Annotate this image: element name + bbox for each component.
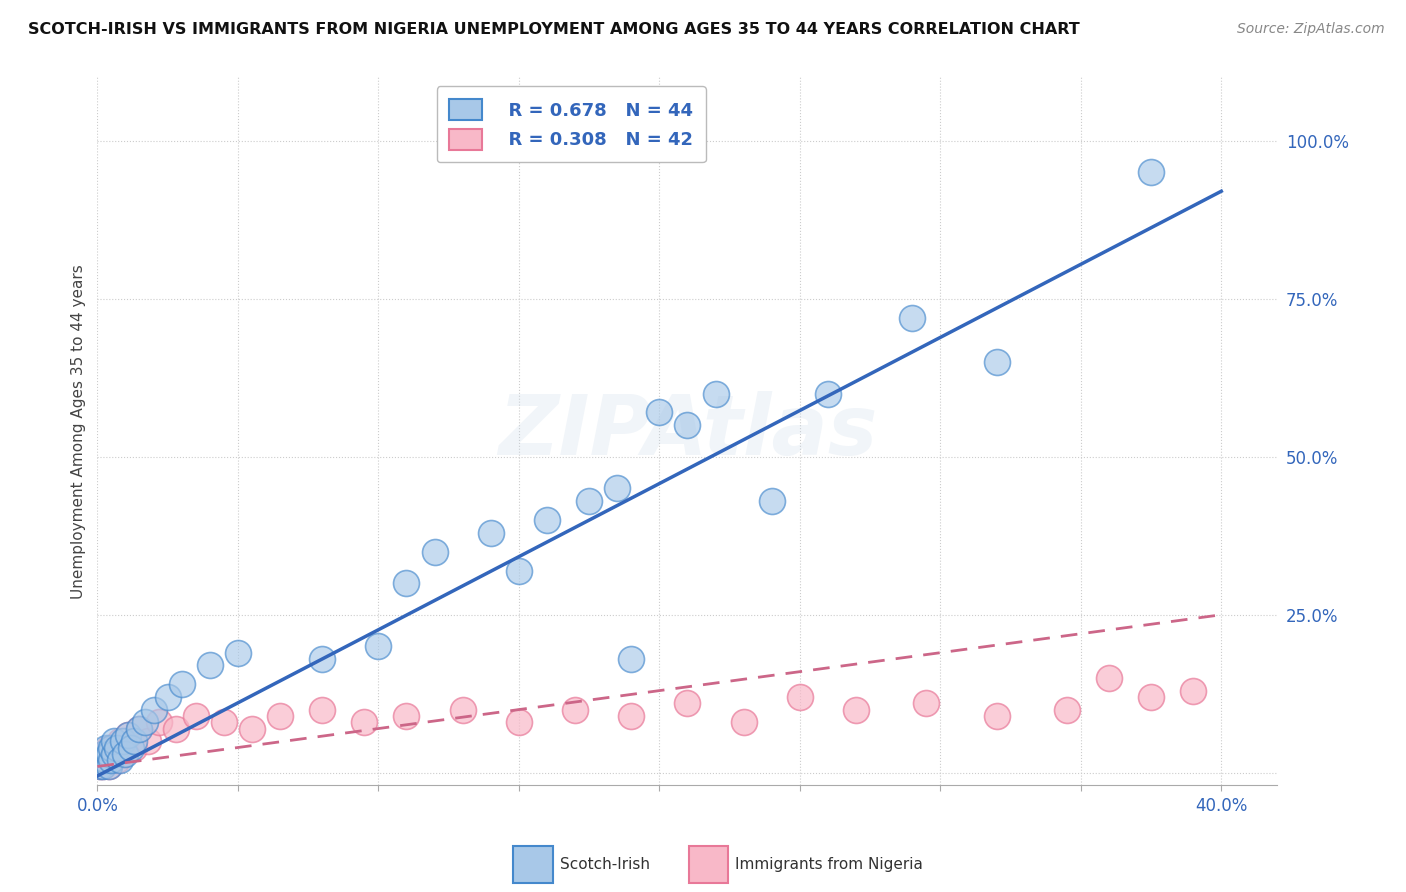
Point — [226, 646, 249, 660]
Point — [508, 715, 530, 730]
Point — [108, 753, 131, 767]
Point — [508, 564, 530, 578]
Point — [606, 481, 628, 495]
Point — [89, 753, 111, 767]
Point — [148, 715, 170, 730]
Point — [97, 759, 120, 773]
Point — [353, 715, 375, 730]
Point — [479, 525, 502, 540]
Point — [1140, 690, 1163, 704]
Point — [120, 740, 142, 755]
Point — [114, 747, 136, 761]
Point — [122, 734, 145, 748]
Point — [240, 722, 263, 736]
Point — [901, 310, 924, 325]
Point — [108, 734, 131, 748]
Point — [704, 386, 727, 401]
Point — [134, 715, 156, 730]
Point — [170, 677, 193, 691]
Legend:   R = 0.678   N = 44,   R = 0.308   N = 42: R = 0.678 N = 44, R = 0.308 N = 42 — [437, 87, 706, 162]
Point — [564, 703, 586, 717]
Text: Scotch-Irish: Scotch-Irish — [560, 857, 650, 871]
Text: ZIPAtlas: ZIPAtlas — [498, 391, 877, 472]
Point — [114, 740, 136, 755]
Point — [103, 740, 125, 755]
Point — [111, 734, 134, 748]
Point — [91, 747, 114, 761]
Point — [845, 703, 868, 717]
Point — [105, 753, 128, 767]
Point — [423, 544, 446, 558]
Point — [97, 747, 120, 761]
Point — [89, 753, 111, 767]
Text: SCOTCH-IRISH VS IMMIGRANTS FROM NIGERIA UNEMPLOYMENT AMONG AGES 35 TO 44 YEARS C: SCOTCH-IRISH VS IMMIGRANTS FROM NIGERIA … — [28, 22, 1080, 37]
Point — [311, 652, 333, 666]
Point — [97, 740, 120, 755]
Point — [111, 747, 134, 761]
Point — [986, 355, 1008, 369]
Point — [91, 759, 114, 773]
Point — [367, 640, 389, 654]
Point — [648, 405, 671, 419]
Point — [128, 722, 150, 736]
Point — [451, 703, 474, 717]
Point — [136, 734, 159, 748]
Point — [789, 690, 811, 704]
Text: Immigrants from Nigeria: Immigrants from Nigeria — [735, 857, 924, 871]
Point — [761, 494, 783, 508]
Point — [395, 576, 418, 591]
Point — [105, 740, 128, 755]
Point — [184, 709, 207, 723]
Point — [94, 740, 117, 755]
Point — [620, 652, 643, 666]
Point — [94, 747, 117, 761]
Point — [103, 747, 125, 761]
Point — [97, 759, 120, 773]
Point — [395, 709, 418, 723]
Point — [100, 747, 122, 761]
Point — [94, 753, 117, 767]
Point — [100, 753, 122, 767]
Point — [94, 753, 117, 767]
Point — [986, 709, 1008, 723]
Y-axis label: Unemployment Among Ages 35 to 44 years: Unemployment Among Ages 35 to 44 years — [72, 264, 86, 599]
Point — [165, 722, 187, 736]
Point — [269, 709, 291, 723]
Point — [91, 759, 114, 773]
Point — [100, 740, 122, 755]
Point — [89, 759, 111, 773]
Point — [100, 753, 122, 767]
Point — [156, 690, 179, 704]
Point — [142, 703, 165, 717]
Point — [676, 418, 699, 433]
Point — [89, 759, 111, 773]
Point — [733, 715, 755, 730]
Point — [915, 696, 938, 710]
Point — [578, 494, 600, 508]
Point — [91, 747, 114, 761]
Point — [311, 703, 333, 717]
Point — [817, 386, 839, 401]
Point — [676, 696, 699, 710]
Point — [620, 709, 643, 723]
Point — [128, 722, 150, 736]
Point — [212, 715, 235, 730]
Point — [1140, 165, 1163, 179]
Point — [117, 728, 139, 742]
Point — [1182, 683, 1205, 698]
Point — [117, 728, 139, 742]
Point — [1056, 703, 1078, 717]
Point — [1098, 671, 1121, 685]
Point — [536, 513, 558, 527]
Point — [103, 734, 125, 748]
Point — [122, 740, 145, 755]
Text: Source: ZipAtlas.com: Source: ZipAtlas.com — [1237, 22, 1385, 37]
Point — [198, 658, 221, 673]
